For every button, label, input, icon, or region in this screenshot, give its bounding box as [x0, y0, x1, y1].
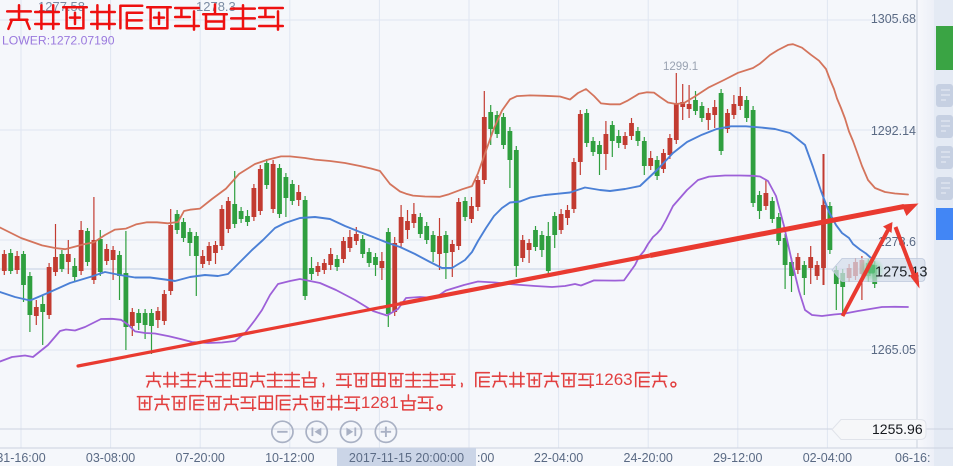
svg-text:1265.05: 1265.05 — [871, 343, 916, 357]
svg-text:29-12:00: 29-12:00 — [713, 451, 762, 465]
svg-text:1255.96: 1255.96 — [872, 421, 923, 437]
svg-text:1292.14: 1292.14 — [871, 124, 916, 138]
svg-text:06-16:: 06-16: — [895, 451, 930, 465]
svg-text:2017-11-15 20:00:00: 2017-11-15 20:00:00 — [349, 451, 464, 465]
svg-text:LOWER:1272.07190: LOWER:1272.07190 — [2, 34, 115, 48]
svg-text:24-20:00: 24-20:00 — [624, 451, 673, 465]
svg-text:31-16:00: 31-16:00 — [0, 451, 46, 465]
svg-text:22-04:00: 22-04:00 — [534, 451, 583, 465]
svg-text:1278.6: 1278.6 — [878, 235, 916, 249]
svg-text:1263: 1263 — [595, 370, 633, 389]
svg-text:02-04:00: 02-04:00 — [803, 451, 852, 465]
svg-text:1281: 1281 — [361, 393, 399, 412]
svg-text:10-12:00: 10-12:00 — [265, 451, 314, 465]
svg-text:1277.58: 1277.58 — [38, 0, 85, 14]
svg-text:1275.13: 1275.13 — [875, 265, 927, 281]
svg-text::00: :00 — [477, 451, 494, 465]
svg-text:03-08:00: 03-08:00 — [86, 451, 135, 465]
svg-text:1299.1: 1299.1 — [663, 61, 698, 73]
svg-text:07-20:00: 07-20:00 — [176, 451, 225, 465]
svg-text:1305.68: 1305.68 — [871, 12, 916, 26]
